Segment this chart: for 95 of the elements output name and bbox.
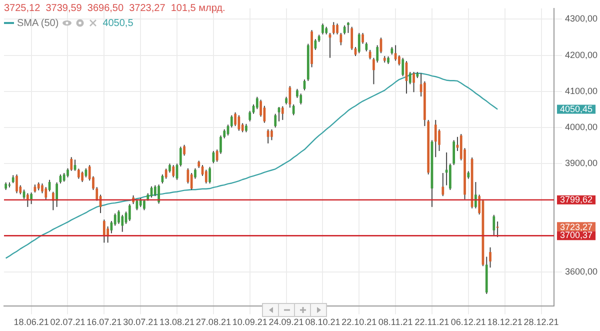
candlestick bbox=[350, 26, 354, 50]
candlestick bbox=[372, 57, 375, 85]
y-tick-label: 4000,00 bbox=[565, 122, 598, 132]
y-tick-label: 4300,00 bbox=[565, 14, 598, 24]
candlestick bbox=[300, 93, 302, 105]
candlestick bbox=[449, 163, 452, 190]
candlestick bbox=[179, 146, 182, 168]
candlestick bbox=[281, 106, 284, 120]
candlestick bbox=[16, 174, 18, 194]
candlestick bbox=[340, 32, 342, 46]
text: 4050,45 bbox=[560, 104, 593, 114]
y-tick-label: 4100,00 bbox=[565, 86, 598, 96]
x-tick-label: 02.07.21 bbox=[50, 317, 86, 328]
candlestick bbox=[347, 22, 350, 34]
candlestick bbox=[56, 182, 58, 208]
x-tick-label: 18.06.21 bbox=[14, 317, 49, 328]
candlestick bbox=[358, 32, 360, 54]
candlestick bbox=[44, 186, 48, 200]
candlestick bbox=[314, 38, 317, 50]
x-tick-label: 22.10.21 bbox=[342, 317, 377, 328]
x-tick-label: 08.11.21 bbox=[378, 317, 413, 328]
candlestick bbox=[434, 119, 437, 158]
candlestick bbox=[474, 182, 477, 209]
candlestick bbox=[368, 49, 372, 60]
candlestick bbox=[365, 42, 368, 52]
ref-line-label: 3700,37 bbox=[560, 230, 593, 240]
candlestick bbox=[234, 112, 236, 127]
annotation: 4050,5 bbox=[102, 18, 134, 29]
candlestick bbox=[158, 184, 160, 204]
ref-line-label: 3799,62 bbox=[560, 194, 593, 204]
candlestick bbox=[230, 114, 233, 128]
legend-label: SMA (50) bbox=[17, 18, 59, 29]
candlestick bbox=[332, 22, 335, 35]
candlestick bbox=[336, 23, 338, 35]
candlestick bbox=[128, 204, 131, 222]
candlestick bbox=[402, 57, 404, 77]
candlestick bbox=[362, 32, 364, 44]
x-tick-label: 06.12.21 bbox=[450, 317, 486, 328]
candlestick bbox=[492, 214, 496, 236]
candlestick bbox=[278, 106, 280, 122]
candlestick bbox=[274, 113, 277, 128]
candlestick bbox=[183, 144, 186, 156]
annotation: 3725,12 3739,59 3696,50 3723,27 101,5 млрд. bbox=[4, 3, 226, 14]
candlestick bbox=[114, 212, 116, 226]
candlestick bbox=[70, 156, 73, 172]
candlestick bbox=[172, 164, 175, 178]
x-tick-label: 10.09.21 bbox=[232, 317, 268, 328]
candlestick bbox=[121, 214, 124, 232]
candlestick bbox=[223, 128, 226, 139]
candlestick bbox=[412, 71, 415, 93]
y-tick-label: 4200,00 bbox=[565, 50, 598, 60]
x-tick-label: 18.12.21 bbox=[487, 317, 522, 328]
candlestick bbox=[489, 246, 492, 268]
x-tick-label: 27.08.21 bbox=[196, 317, 231, 328]
x-tick-label: 30.07.21 bbox=[123, 317, 158, 328]
candlestick bbox=[288, 86, 292, 108]
y-tick-label: 3900,00 bbox=[565, 158, 598, 168]
text: 3723,27 bbox=[560, 222, 593, 232]
candlestick bbox=[394, 44, 397, 62]
candlestick bbox=[322, 23, 324, 35]
candlestick bbox=[41, 182, 44, 194]
y-tick-label: 3600,00 bbox=[565, 266, 598, 276]
candlestick bbox=[26, 192, 29, 208]
candlestick bbox=[190, 172, 193, 190]
candlestick bbox=[442, 172, 444, 197]
candlestick bbox=[292, 104, 295, 116]
x-tick-label: 28.12.21 bbox=[524, 317, 559, 328]
candlestick bbox=[77, 168, 80, 180]
candlestick bbox=[270, 128, 273, 141]
candlestick bbox=[118, 210, 120, 224]
candlestick bbox=[260, 99, 262, 118]
candlestick bbox=[30, 192, 32, 205]
candlestick bbox=[220, 134, 222, 154]
candlestick bbox=[256, 96, 258, 110]
x-tick-label: 22.11.21 bbox=[414, 317, 450, 328]
candlestick bbox=[376, 44, 379, 64]
candlestick bbox=[204, 169, 208, 184]
candlestick bbox=[208, 166, 211, 184]
candlestick bbox=[452, 140, 456, 166]
candlestick bbox=[266, 128, 270, 144]
candlestick bbox=[194, 168, 196, 180]
candlestick bbox=[66, 168, 69, 178]
candlestick bbox=[248, 110, 252, 122]
candlestick bbox=[438, 128, 440, 152]
candlestick bbox=[168, 163, 171, 174]
candlestick bbox=[398, 54, 400, 66]
candlestick bbox=[81, 171, 84, 183]
x-tick-label: 16.07.21 bbox=[86, 317, 122, 328]
candlestick bbox=[74, 159, 76, 172]
candlestick bbox=[408, 71, 412, 85]
candlestick bbox=[102, 219, 106, 244]
x-tick-label: 24.09.21 bbox=[268, 317, 304, 328]
x-tick-label: 08.10.21 bbox=[305, 317, 340, 328]
candlestick bbox=[143, 198, 146, 211]
x-tick-label: 13.08.21 bbox=[159, 317, 195, 328]
